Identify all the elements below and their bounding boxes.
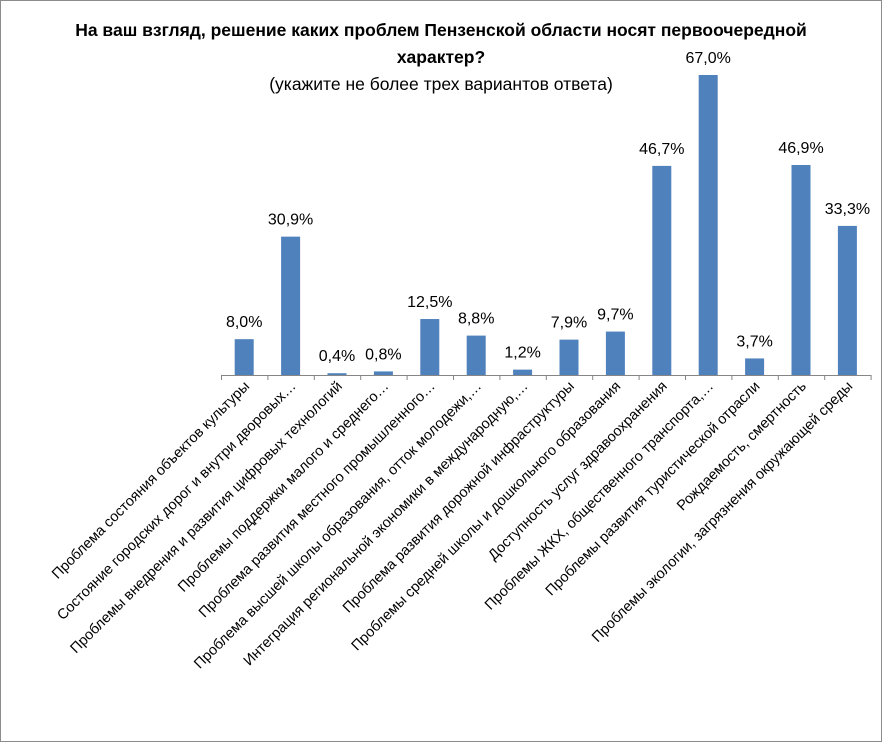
data-label: 67,0% xyxy=(686,50,731,67)
chart-title: На ваш взгляд, решение каких проблем Пен… xyxy=(75,20,807,67)
bar xyxy=(234,339,254,375)
data-label: 7,9% xyxy=(551,315,587,332)
data-label: 1,2% xyxy=(504,345,540,362)
chart-title-block: На ваш взгляд, решение каких проблем Пен… xyxy=(61,17,821,98)
data-label: 0,4% xyxy=(319,348,355,365)
bar xyxy=(466,335,486,375)
bar xyxy=(837,225,857,375)
bar xyxy=(513,369,533,375)
data-label: 8,0% xyxy=(226,314,262,331)
bar xyxy=(745,358,765,375)
data-label: 46,7% xyxy=(639,141,684,158)
data-label: 46,9% xyxy=(778,140,823,157)
bar xyxy=(559,339,579,375)
data-label: 8,8% xyxy=(458,311,494,328)
data-label: 0,8% xyxy=(365,346,401,363)
bar xyxy=(373,371,393,375)
data-label: 33,3% xyxy=(825,201,870,218)
x-tick-label: Проблемы развития туристической отрасли xyxy=(543,379,764,600)
data-label: 12,5% xyxy=(407,294,452,311)
x-tick-label: Проблемы поддержки малого и среднего… xyxy=(175,379,392,596)
bar xyxy=(652,165,672,375)
bar xyxy=(698,75,718,375)
data-label: 30,9% xyxy=(268,212,313,229)
bar xyxy=(420,319,440,375)
data-label: 3,7% xyxy=(736,333,772,350)
data-label: 9,7% xyxy=(597,307,633,324)
bar xyxy=(605,331,625,375)
bar xyxy=(281,236,301,375)
bar xyxy=(791,165,811,375)
chart-subtitle: (укажите не более трех вариантов ответа) xyxy=(269,74,613,94)
bar xyxy=(327,373,347,375)
